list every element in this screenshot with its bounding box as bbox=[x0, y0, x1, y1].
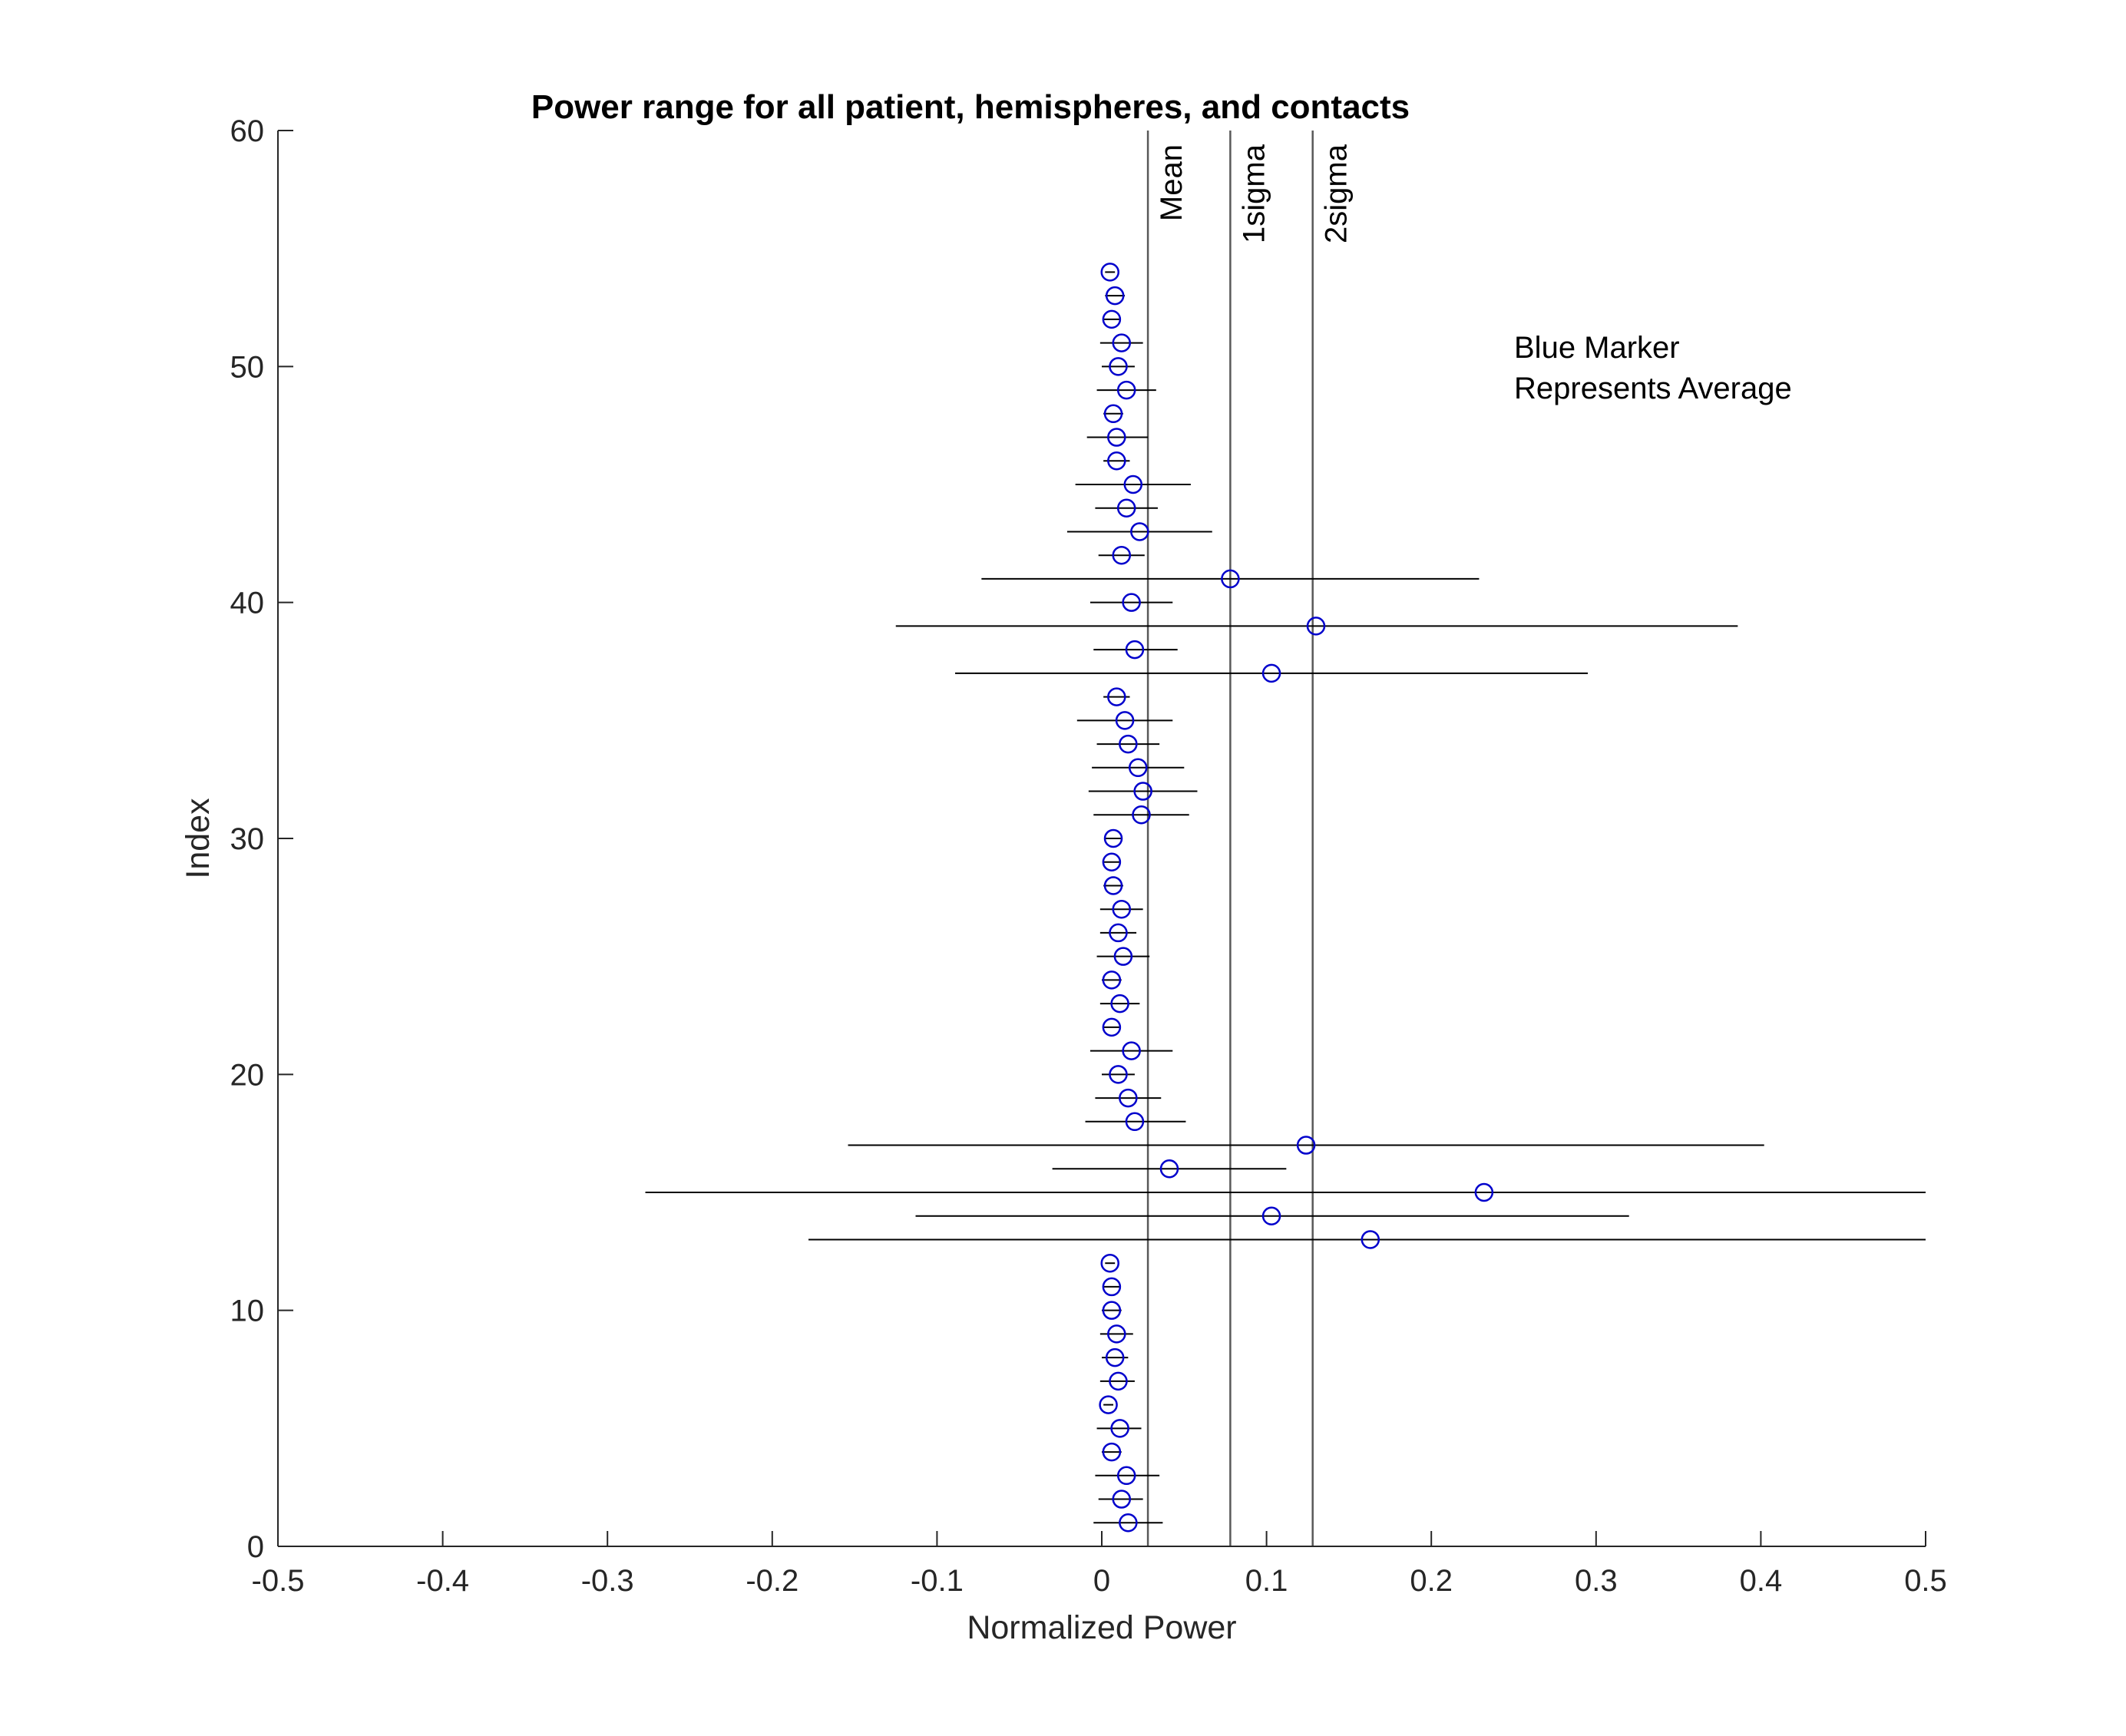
mean-marker bbox=[1119, 734, 1138, 754]
mean-marker bbox=[1123, 475, 1143, 494]
y-tick-label: 0 bbox=[247, 1530, 264, 1564]
mean-marker bbox=[1361, 1230, 1380, 1249]
mean-marker bbox=[1159, 1159, 1179, 1179]
mean-marker bbox=[1125, 1112, 1145, 1132]
mean-marker bbox=[1116, 498, 1136, 517]
x-tick-label: 0.5 bbox=[1904, 1564, 1947, 1598]
mean-marker bbox=[1116, 380, 1136, 400]
chart-title: Power range for all patient, hemispheres… bbox=[531, 88, 1410, 126]
mean-marker bbox=[1113, 947, 1133, 966]
mean-marker bbox=[1107, 1324, 1126, 1344]
y-tick-label: 20 bbox=[230, 1058, 265, 1092]
mean-marker bbox=[1122, 593, 1141, 612]
mean-marker bbox=[1133, 782, 1152, 801]
x-tick-label: 0.2 bbox=[1410, 1564, 1453, 1598]
mean-marker bbox=[1474, 1182, 1494, 1202]
mean-markers bbox=[1099, 263, 1494, 1533]
mean-marker bbox=[1132, 805, 1151, 825]
mean-marker bbox=[1107, 428, 1126, 447]
mean-marker bbox=[1109, 923, 1128, 943]
y-ticks: 0 10 20 30 40 50 60 bbox=[230, 114, 293, 1564]
mean-marker bbox=[1102, 1301, 1122, 1320]
annotation-line-2: Represents Average bbox=[1514, 372, 1792, 405]
mean-marker bbox=[1099, 1395, 1118, 1414]
mean-marker bbox=[1110, 1419, 1129, 1438]
reference-lines: Mean 1sigma 2sigma bbox=[1146, 131, 1354, 1546]
mean-marker bbox=[1296, 1136, 1316, 1155]
y-tick-label: 10 bbox=[230, 1295, 265, 1328]
x-tick-label: -0.1 bbox=[911, 1564, 964, 1598]
error-bars bbox=[645, 271, 1926, 1524]
vline-label: 1sigma bbox=[1237, 144, 1271, 243]
y-tick-label: 60 bbox=[230, 114, 265, 148]
x-tick-label: 0.1 bbox=[1245, 1564, 1288, 1598]
mean-marker bbox=[1105, 1347, 1125, 1367]
x-tick-label: 0.4 bbox=[1740, 1564, 1783, 1598]
x-tick-label: 0.3 bbox=[1575, 1564, 1618, 1598]
mean-marker bbox=[1102, 971, 1122, 990]
x-tick-label: -0.2 bbox=[746, 1564, 798, 1598]
mean-marker bbox=[1102, 309, 1122, 329]
mean-marker bbox=[1103, 404, 1123, 424]
y-axis-label: Index bbox=[180, 798, 217, 879]
x-tick-label: -0.5 bbox=[252, 1564, 305, 1598]
vline-label: Mean bbox=[1155, 144, 1189, 221]
x-tick-label: -0.3 bbox=[581, 1564, 634, 1598]
mean-marker bbox=[1306, 617, 1326, 636]
mean-marker bbox=[1112, 1490, 1132, 1509]
annotation-line-1: Blue Marker bbox=[1514, 331, 1680, 365]
mean-marker bbox=[1102, 852, 1122, 871]
mean-marker bbox=[1100, 1253, 1119, 1273]
mean-marker bbox=[1107, 451, 1126, 471]
mean-marker bbox=[1102, 1442, 1122, 1462]
mean-marker bbox=[1102, 1017, 1122, 1037]
mean-marker bbox=[1125, 640, 1145, 660]
mean-marker bbox=[1261, 663, 1281, 683]
mean-marker bbox=[1109, 1371, 1128, 1391]
mean-marker bbox=[1103, 828, 1123, 848]
mean-marker bbox=[1112, 545, 1132, 565]
x-tick-label: -0.4 bbox=[416, 1564, 469, 1598]
mean-marker bbox=[1116, 1466, 1136, 1486]
mean-marker bbox=[1221, 569, 1240, 589]
x-ticks: -0.5 -0.4 -0.3 -0.2 -0.1 0 0.1 0.2 0.3 0.4 0.5 bbox=[252, 1531, 1947, 1598]
mean-marker bbox=[1119, 1088, 1138, 1108]
y-tick-label: 50 bbox=[230, 350, 265, 384]
mean-marker bbox=[1107, 687, 1126, 706]
mean-marker bbox=[1100, 263, 1119, 282]
vline-label: 2sigma bbox=[1320, 144, 1354, 243]
mean-marker bbox=[1128, 758, 1148, 778]
mean-marker bbox=[1130, 522, 1149, 541]
mean-marker bbox=[1103, 876, 1123, 895]
mean-marker bbox=[1112, 333, 1132, 352]
x-axis-label: Normalized Power bbox=[967, 1609, 1236, 1646]
x-tick-label: 0 bbox=[1093, 1564, 1110, 1598]
y-tick-label: 40 bbox=[230, 587, 265, 620]
mean-marker bbox=[1122, 1041, 1141, 1060]
mean-marker bbox=[1102, 1277, 1122, 1297]
mean-marker bbox=[1119, 1513, 1138, 1533]
mean-marker bbox=[1112, 899, 1132, 919]
mean-marker bbox=[1105, 286, 1125, 306]
mean-marker bbox=[1115, 711, 1135, 730]
y-tick-label: 30 bbox=[230, 822, 265, 856]
mean-marker bbox=[1110, 994, 1129, 1013]
mean-marker bbox=[1261, 1206, 1281, 1225]
mean-marker bbox=[1109, 357, 1128, 376]
mean-marker bbox=[1109, 1065, 1128, 1084]
